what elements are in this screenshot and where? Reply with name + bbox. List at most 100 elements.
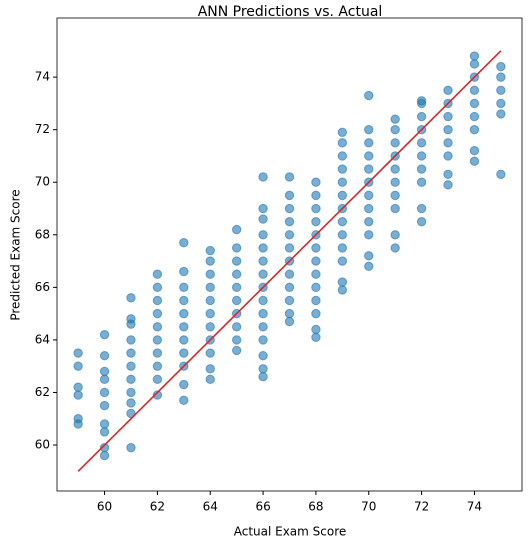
point — [284, 316, 295, 327]
point — [364, 203, 374, 214]
point — [469, 98, 480, 109]
point — [337, 177, 348, 187]
point — [443, 138, 453, 148]
point — [258, 203, 268, 214]
point — [205, 269, 215, 279]
point — [179, 348, 189, 358]
y-tick-label: 72 — [35, 122, 50, 136]
point — [205, 295, 215, 306]
point — [496, 85, 506, 95]
point — [205, 308, 215, 319]
point — [311, 216, 321, 227]
point — [416, 96, 427, 106]
point — [99, 450, 110, 461]
point — [364, 164, 374, 174]
point — [205, 256, 215, 266]
x-tick-label: 68 — [308, 500, 323, 514]
y-axis-label: Predicted Exam Score — [9, 189, 23, 320]
point — [152, 322, 163, 332]
x-tick-label: 64 — [203, 500, 218, 514]
point — [205, 322, 215, 332]
x-tick-label: 66 — [255, 500, 270, 514]
point — [443, 124, 453, 135]
point — [311, 256, 321, 266]
point — [337, 151, 348, 161]
point — [364, 151, 374, 161]
point — [284, 308, 295, 319]
point — [152, 390, 163, 400]
point — [443, 180, 453, 190]
x-axis-label: Actual Exam Score — [234, 525, 347, 539]
chart-title: ANN Predictions vs. Actual — [198, 4, 383, 20]
point — [311, 308, 321, 319]
point — [126, 293, 136, 303]
point — [126, 387, 136, 398]
point — [416, 203, 427, 214]
point — [284, 216, 295, 227]
point — [496, 109, 506, 119]
point — [126, 398, 136, 408]
point — [258, 295, 268, 306]
point — [469, 124, 480, 135]
x-tick-label: 60 — [97, 500, 112, 514]
point — [469, 59, 480, 69]
point — [337, 216, 348, 227]
point — [337, 285, 348, 295]
point — [152, 374, 163, 385]
point — [390, 164, 400, 174]
point — [126, 335, 136, 345]
plot-frame — [56, 17, 523, 492]
point — [258, 335, 268, 345]
point — [469, 51, 480, 61]
point — [231, 335, 242, 345]
point — [179, 335, 189, 345]
x-tick-label: 70 — [361, 500, 376, 514]
point — [179, 266, 189, 277]
point — [231, 256, 242, 266]
y-tick-label: 74 — [35, 70, 50, 84]
point — [73, 382, 83, 392]
point — [337, 256, 348, 266]
point — [390, 124, 400, 135]
point — [416, 151, 427, 161]
point — [231, 243, 242, 253]
point — [258, 243, 268, 253]
point — [179, 282, 189, 293]
y-tick-label: 66 — [35, 280, 50, 294]
point — [364, 90, 374, 101]
point — [337, 164, 348, 174]
point — [311, 295, 321, 306]
point — [416, 216, 427, 227]
point — [416, 177, 427, 187]
point — [205, 364, 215, 374]
x-tick-label: 74 — [467, 500, 482, 514]
y-tick-label: 62 — [35, 385, 50, 399]
point — [390, 230, 400, 240]
point — [390, 177, 400, 187]
point — [258, 256, 268, 266]
point — [258, 371, 268, 382]
y-tick-label: 64 — [35, 332, 50, 346]
point — [152, 348, 163, 358]
point — [73, 348, 83, 358]
point — [258, 364, 268, 374]
point — [258, 269, 268, 279]
point — [258, 230, 268, 240]
x-tick-label: 72 — [414, 500, 429, 514]
point — [390, 138, 400, 148]
point — [152, 269, 163, 279]
point — [416, 138, 427, 148]
point — [126, 374, 136, 385]
point — [99, 419, 110, 429]
point — [364, 251, 374, 261]
point — [99, 387, 110, 398]
point — [99, 350, 110, 361]
point — [126, 314, 136, 324]
point — [231, 282, 242, 293]
point — [99, 442, 110, 453]
point — [469, 111, 480, 122]
point — [179, 322, 189, 332]
point — [364, 230, 374, 240]
point — [179, 295, 189, 306]
